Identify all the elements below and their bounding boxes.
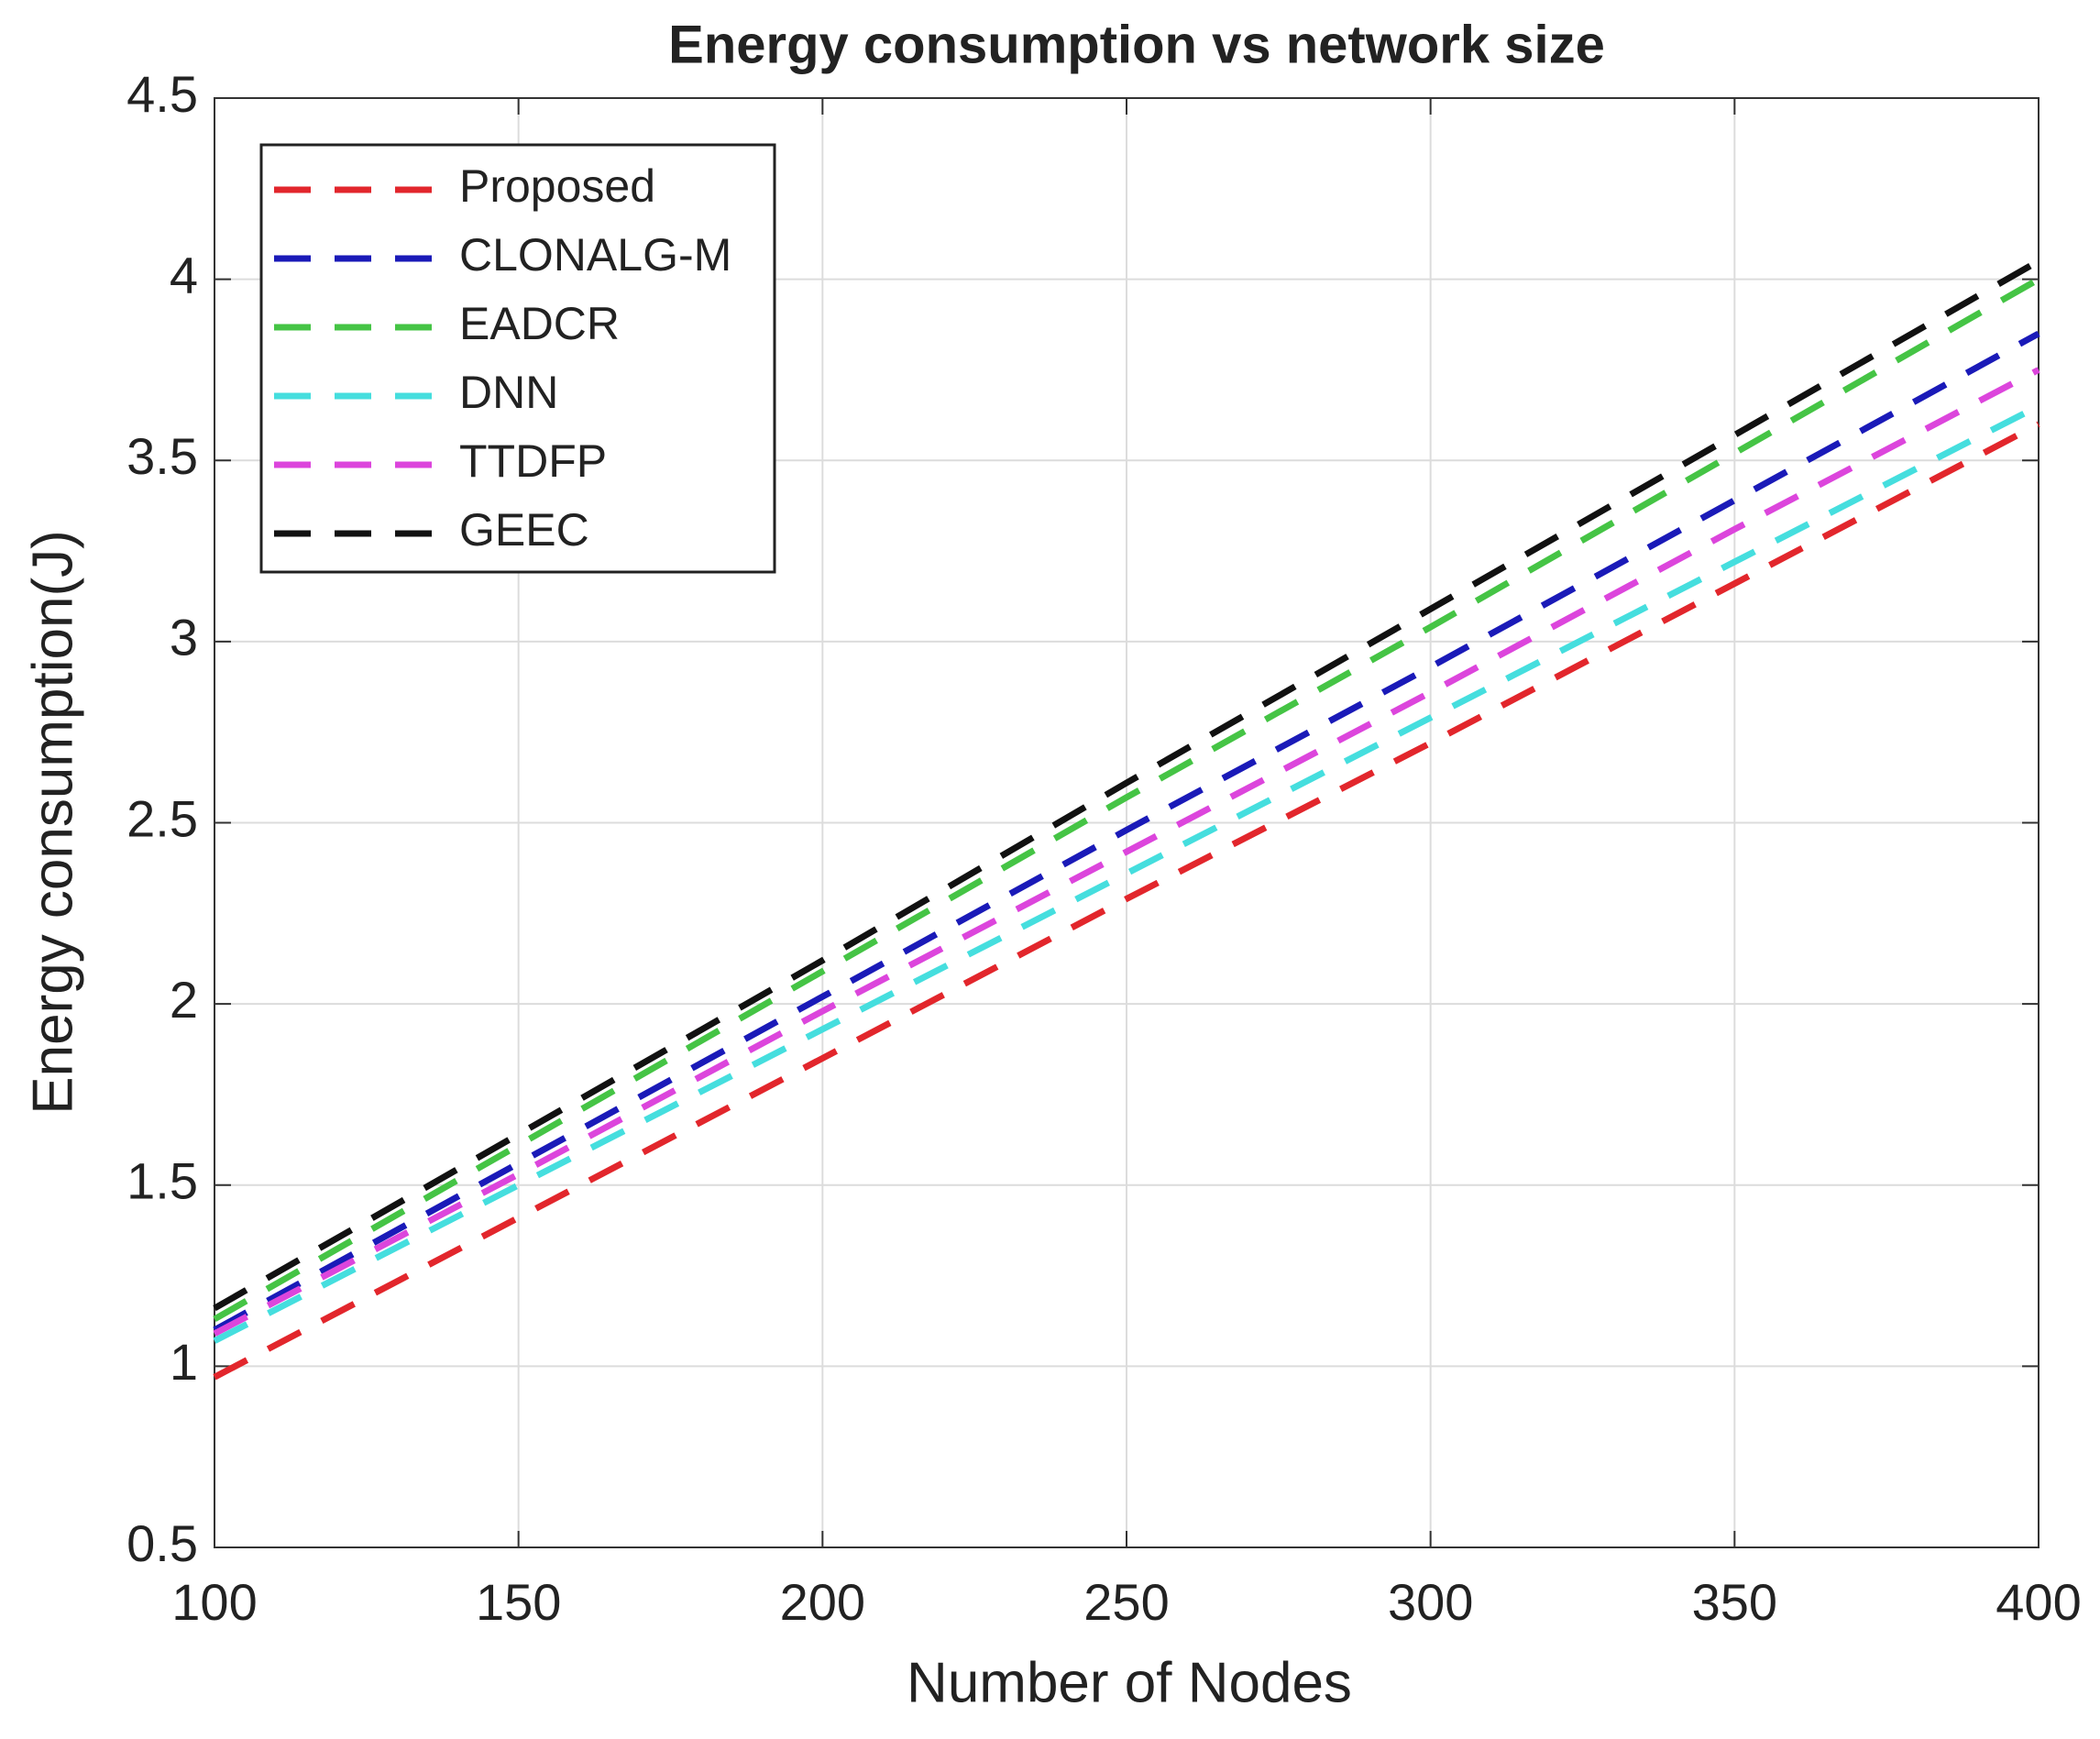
legend-label: Proposed (459, 160, 655, 212)
chart-title: Energy consumption vs network size (668, 15, 1605, 74)
x-tick-label: 400 (1996, 1573, 2081, 1631)
y-tick-label: 0.5 (126, 1514, 198, 1572)
x-tick-label: 350 (1692, 1573, 1777, 1631)
x-axis-label: Number of Nodes (907, 1651, 1352, 1714)
series-line (213, 276, 2040, 1323)
legend-label: EADCR (459, 298, 620, 349)
y-tick-label: 4 (170, 246, 198, 303)
legend-label: GEEC (459, 504, 589, 556)
series-line (213, 330, 2040, 1333)
legend-label: CLONALG-M (459, 229, 731, 281)
y-tick-label: 3.5 (126, 427, 198, 485)
y-tick-label: 2 (170, 971, 198, 1029)
x-tick-label: 200 (780, 1573, 865, 1631)
legend-label: TTDFP (459, 435, 607, 487)
series-line (213, 421, 2040, 1381)
x-tick-label: 250 (1083, 1573, 1169, 1631)
y-tick-label: 2.5 (126, 789, 198, 847)
x-tick-label: 150 (476, 1573, 561, 1631)
legend-box (259, 143, 776, 574)
x-tick-label: 300 (1388, 1573, 1473, 1631)
y-axis-label: Energy consumption(J) (21, 530, 84, 1115)
y-tick-label: 1.5 (126, 1152, 198, 1210)
plot-frame (214, 97, 2040, 1548)
series-line (213, 367, 2040, 1337)
y-tick-label: 4.5 (126, 65, 198, 123)
x-tick-label: 100 (171, 1573, 257, 1631)
y-tick-label: 3 (170, 609, 198, 666)
series-line (213, 258, 2040, 1312)
series-line (213, 402, 2040, 1344)
legend-label: DNN (459, 367, 558, 418)
y-tick-label: 1 (170, 1333, 198, 1391)
